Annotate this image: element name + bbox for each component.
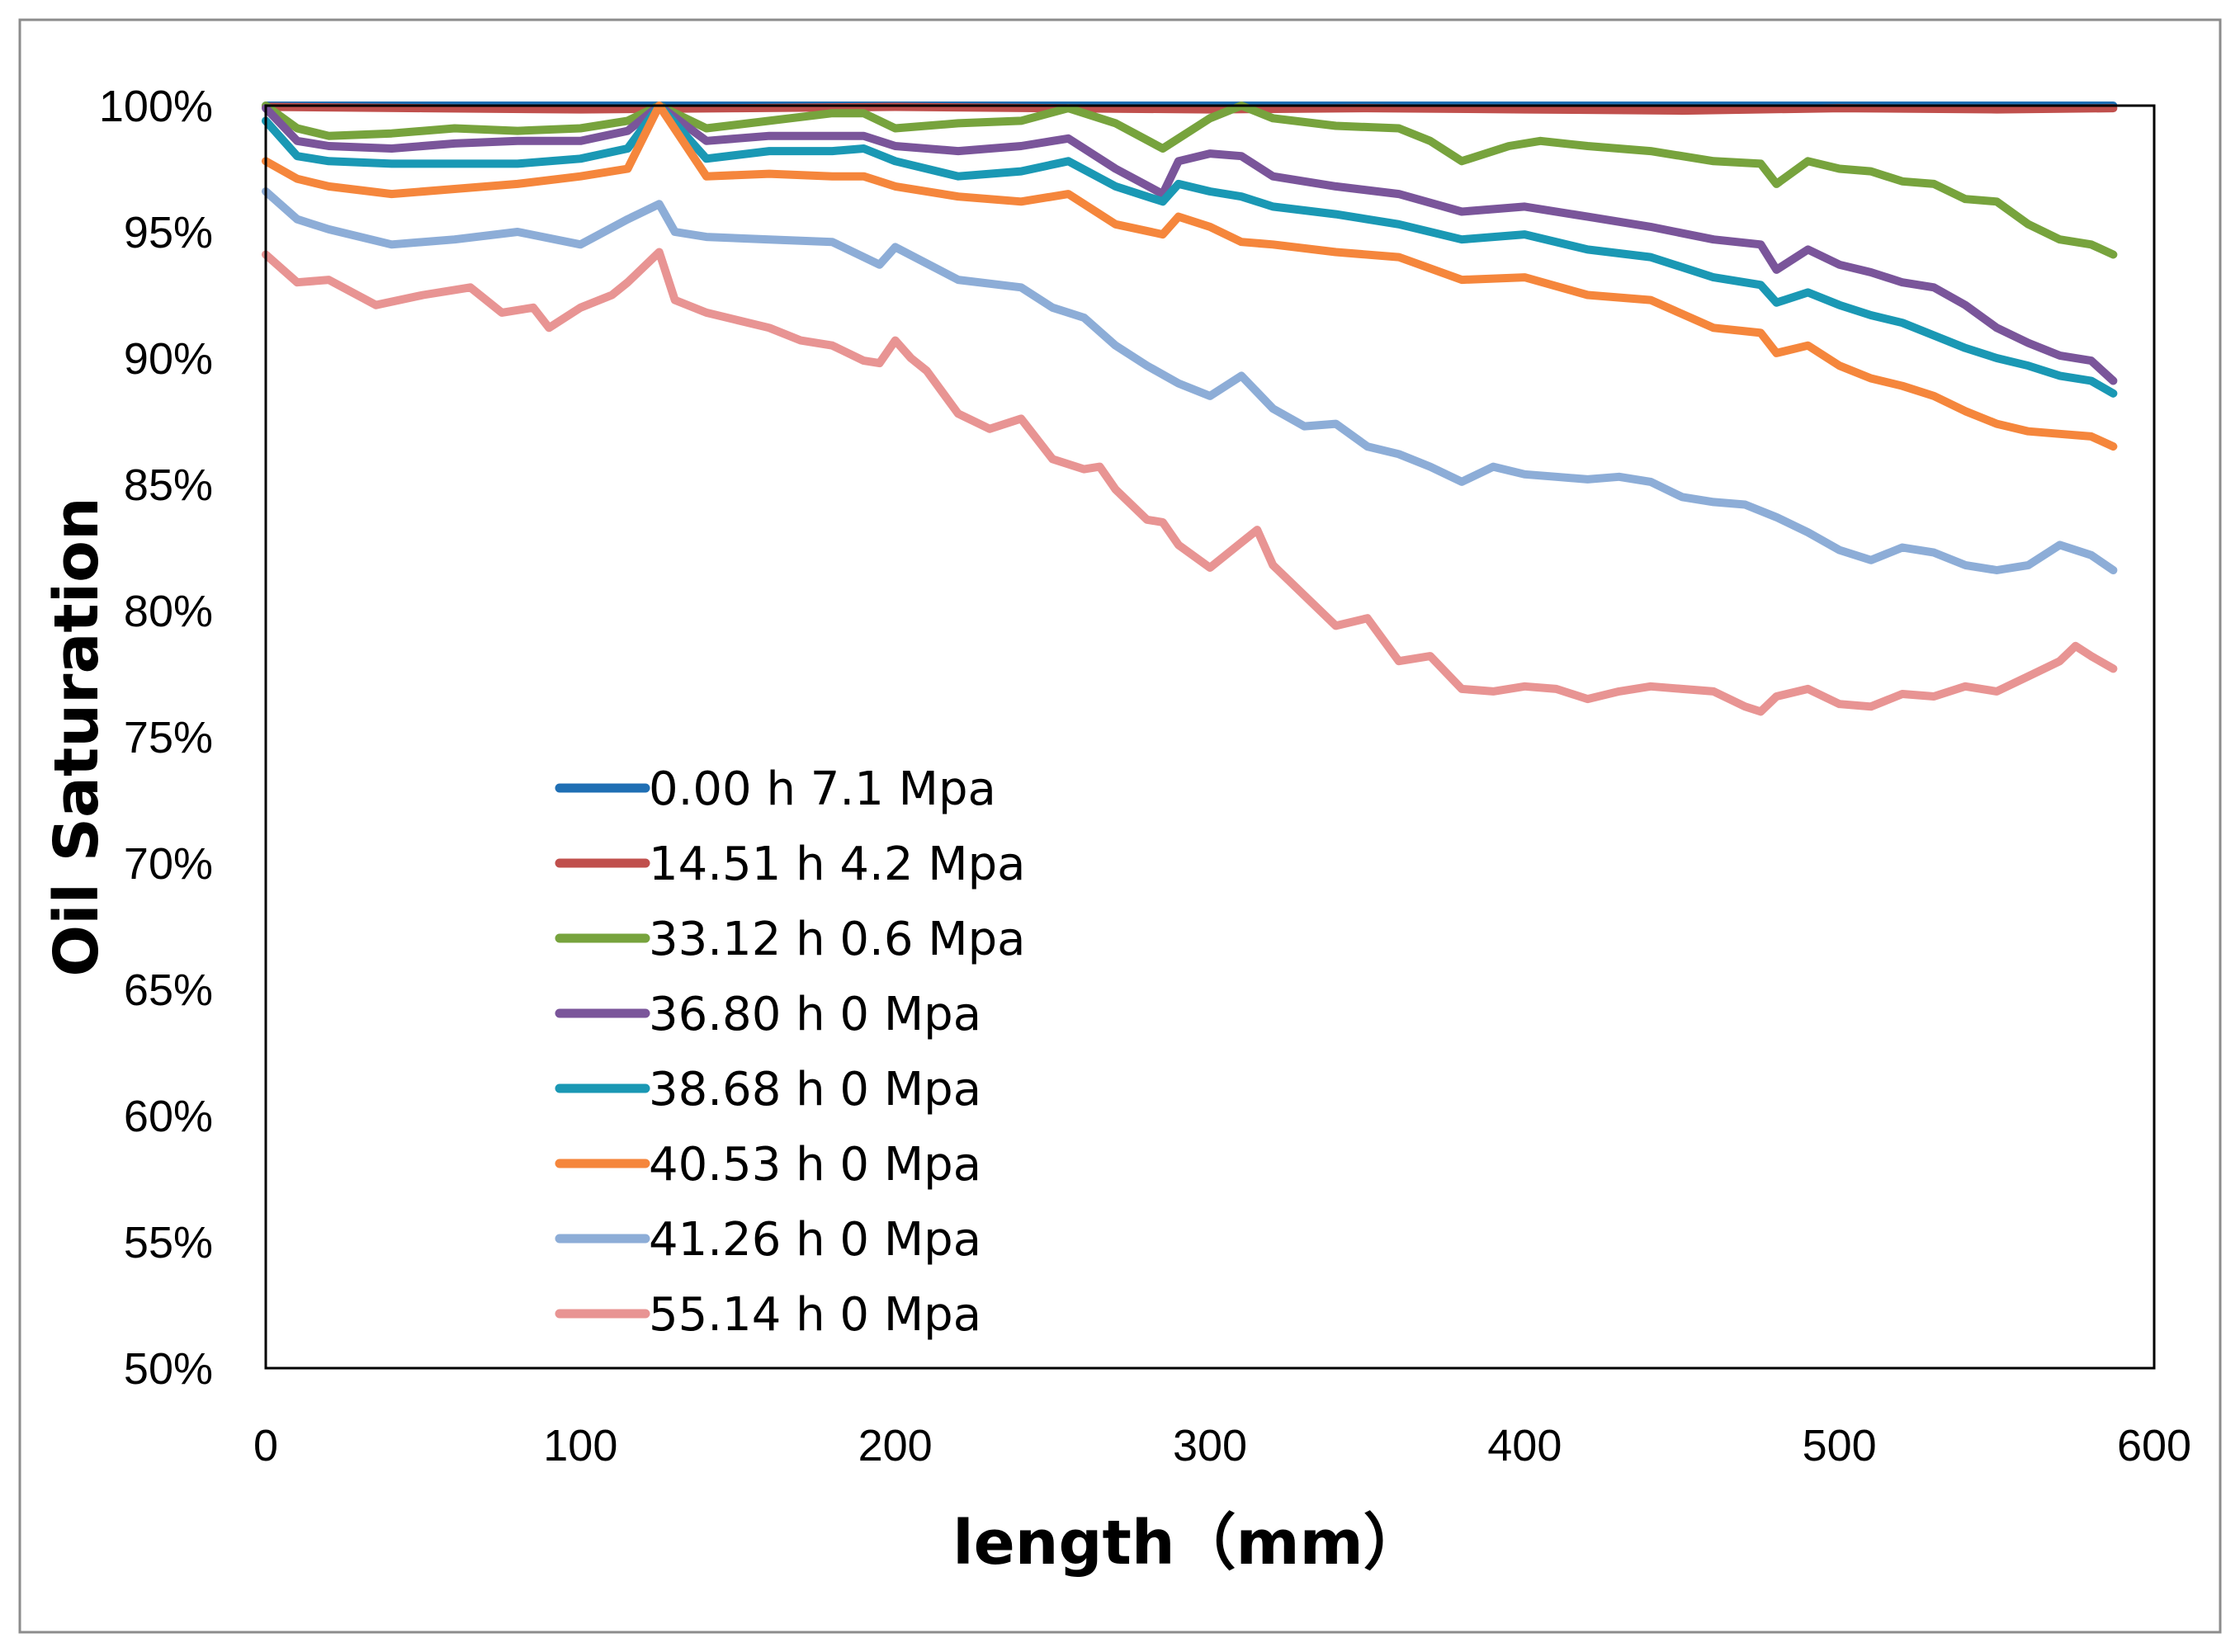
x-tick-label: 300 (1173, 1421, 1247, 1470)
y-tick-label: 100% (99, 82, 213, 131)
x-tick-label: 600 (2117, 1421, 2191, 1470)
legend-label: 36.80 h 0 Mpa (649, 988, 981, 1041)
y-axis-title: Oil Saturation (41, 497, 112, 976)
series-line-2 (262, 102, 2118, 116)
series-line-3 (262, 101, 2118, 259)
y-tick-label: 90% (124, 334, 213, 384)
x-axis: 0 100 200 300 400 500 600 (253, 1421, 2191, 1470)
x-tick-label: 100 (543, 1421, 617, 1470)
series-line-8 (262, 248, 2118, 716)
plot-area (264, 104, 2156, 1370)
series-line-7 (262, 187, 2118, 574)
legend-label: 14.51 h 4.2 Mpa (649, 838, 1025, 891)
legend-label: 33.12 h 0.6 Mpa (649, 913, 1025, 966)
series-line-5 (262, 101, 2118, 398)
y-tick-label: 55% (124, 1218, 213, 1267)
x-axis-title: length（mm） (952, 1508, 1424, 1579)
y-tick-label: 60% (124, 1092, 213, 1141)
y-axis: 50% 55% 60% 65% 70% 75% 80% 85% 90% 95% 100% (99, 82, 213, 1394)
y-tick-label: 95% (124, 208, 213, 257)
legend-label: 38.68 h 0 Mpa (649, 1063, 981, 1116)
legend-label: 55.14 h 0 Mpa (649, 1288, 981, 1342)
series-line-4 (262, 101, 2118, 385)
y-tick-label: 80% (124, 587, 213, 636)
y-tick-label: 75% (124, 713, 213, 762)
x-tick-label: 0 (253, 1421, 278, 1470)
y-tick-label: 65% (124, 965, 213, 1015)
y-tick-label: 85% (124, 460, 213, 510)
legend-label: 41.26 h 0 Mpa (649, 1213, 981, 1267)
x-tick-label: 200 (858, 1421, 933, 1470)
legend-label: 40.53 h 0 Mpa (649, 1138, 981, 1192)
y-tick-label: 70% (124, 839, 213, 889)
figure-frame (18, 18, 2222, 1634)
x-tick-label: 500 (1803, 1421, 1877, 1470)
series-line-6 (262, 101, 2118, 451)
legend-label: 0.00 h 7.1 Mpa (649, 762, 996, 816)
series-layer (262, 101, 2118, 716)
legend: 0.00 h 7.1 Mpa 14.51 h 4.2 Mpa 33.12 h 0.6… (555, 762, 1025, 1342)
x-tick-label: 400 (1487, 1421, 1562, 1470)
y-tick-label: 50% (124, 1344, 213, 1394)
